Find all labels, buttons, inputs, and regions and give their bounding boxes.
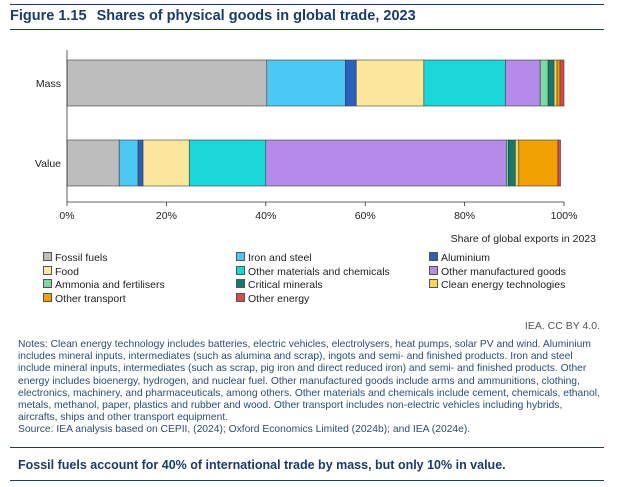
bar-segment-value-0 xyxy=(66,139,120,187)
bar-segment-mass-8 xyxy=(553,59,558,107)
legend-item-7: Critical minerals xyxy=(236,279,323,291)
bar-segment-value-2 xyxy=(137,139,144,187)
bar-segment-value-1 xyxy=(118,139,139,187)
bar-segment-mass-9 xyxy=(556,59,561,107)
legend-label-3: Food xyxy=(55,265,79,278)
legend-item-0: Fossil fuels xyxy=(43,252,108,264)
legend-swatch-7 xyxy=(236,279,245,288)
legend-item-8: Clean energy technologies xyxy=(429,279,565,291)
bar-segment-mass-1 xyxy=(266,59,346,107)
title-rule xyxy=(10,29,604,30)
legend-swatch-4 xyxy=(236,265,245,275)
conclusion-rule-top xyxy=(10,447,604,448)
bar-segment-value-10 xyxy=(557,139,561,187)
legend-label-4: Other materials and chemicals xyxy=(248,265,390,278)
figure-title: Figure 1.15 Shares of physical goods in g… xyxy=(10,8,604,24)
legend-item-2: Aluminium xyxy=(429,252,490,264)
bar-segment-mass-5 xyxy=(505,59,541,107)
notes-text: Notes: Clean energy technology includes … xyxy=(18,339,600,424)
figure-title-text: Shares of physical goods in global trade… xyxy=(96,8,416,24)
bar-segment-value-8 xyxy=(514,139,520,187)
legend-label-8: Clean energy technologies xyxy=(441,279,566,291)
legend-swatch-6 xyxy=(43,279,52,288)
conclusion-rule-bottom xyxy=(10,480,604,481)
x-tick-label-5: 100% xyxy=(551,210,578,222)
legend-item-3: Food xyxy=(43,265,79,278)
bar-segment-mass-0 xyxy=(66,59,268,107)
legend-item-1: Iron and steel xyxy=(236,252,312,264)
x-tick-label-4: 80% xyxy=(454,210,475,222)
legend-swatch-8 xyxy=(429,279,438,288)
bar-segment-mass-7 xyxy=(547,59,555,107)
legend-swatch-2 xyxy=(429,252,438,261)
bar-segment-mass-2 xyxy=(345,59,357,107)
legend-label-7: Critical minerals xyxy=(248,279,323,291)
legend-item-5: Other manufactured goods xyxy=(429,265,566,278)
bar-segment-mass-3 xyxy=(355,59,425,107)
legend-item-4: Other materials and chemicals xyxy=(236,265,390,278)
top-rule xyxy=(10,4,604,5)
legend-label-2: Aluminium xyxy=(441,252,491,264)
legend-swatch-10 xyxy=(236,292,245,302)
bar-segment-mass-6 xyxy=(539,59,549,107)
bar-segment-mass-4 xyxy=(423,59,506,107)
legend-swatch-5 xyxy=(429,265,438,275)
notes-block: Notes: Clean energy technology includes … xyxy=(18,339,604,437)
category-label-mass: Mass xyxy=(36,78,61,90)
legend-swatch-3 xyxy=(43,265,52,275)
legend-label-1: Iron and steel xyxy=(248,252,312,264)
bar-segment-value-3 xyxy=(142,139,190,187)
legend-label-9: Other transport xyxy=(55,292,126,305)
legend-item-10: Other energy xyxy=(236,292,310,305)
bar-segment-mass-10 xyxy=(559,59,565,107)
bar-segment-value-4 xyxy=(188,139,267,187)
category-label-value: Value xyxy=(35,158,61,170)
x-tick-label-0: 0% xyxy=(59,210,74,222)
x-axis-label: Share of global exports in 2023 xyxy=(451,233,597,245)
legend-swatch-0 xyxy=(43,252,52,261)
legend-label-0: Fossil fuels xyxy=(55,252,108,264)
x-tick-label-1: 20% xyxy=(156,210,177,222)
source-text: Source: IEA analysis based on CEPII, (20… xyxy=(18,424,471,436)
legend-label-10: Other energy xyxy=(248,292,310,305)
bar-segment-value-5 xyxy=(265,139,507,187)
legend-label-6: Ammonia and fertilisers xyxy=(55,279,165,291)
bar-segment-value-7 xyxy=(508,139,516,187)
legend-swatch-1 xyxy=(236,252,245,261)
x-tick-label-2: 40% xyxy=(255,210,276,222)
legend-item-6: Ammonia and fertilisers xyxy=(43,279,165,291)
x-tick-label-3: 60% xyxy=(355,210,376,222)
legend-item-9: Other transport xyxy=(43,292,126,305)
bar-segment-value-9 xyxy=(518,139,559,187)
figure-number: Figure 1.15 xyxy=(10,8,87,24)
legend-label-5: Other manufactured goods xyxy=(441,265,566,278)
conclusion-text: Fossil fuels account for 40% of internat… xyxy=(18,458,506,472)
legend-swatch-9 xyxy=(43,292,52,302)
credit-line: IEA. CC BY 4.0. xyxy=(524,320,600,332)
stacked-bar-chart: Mass Value 0% 20% 40% 60% 80% 100% Share of glob… xyxy=(35,50,597,245)
